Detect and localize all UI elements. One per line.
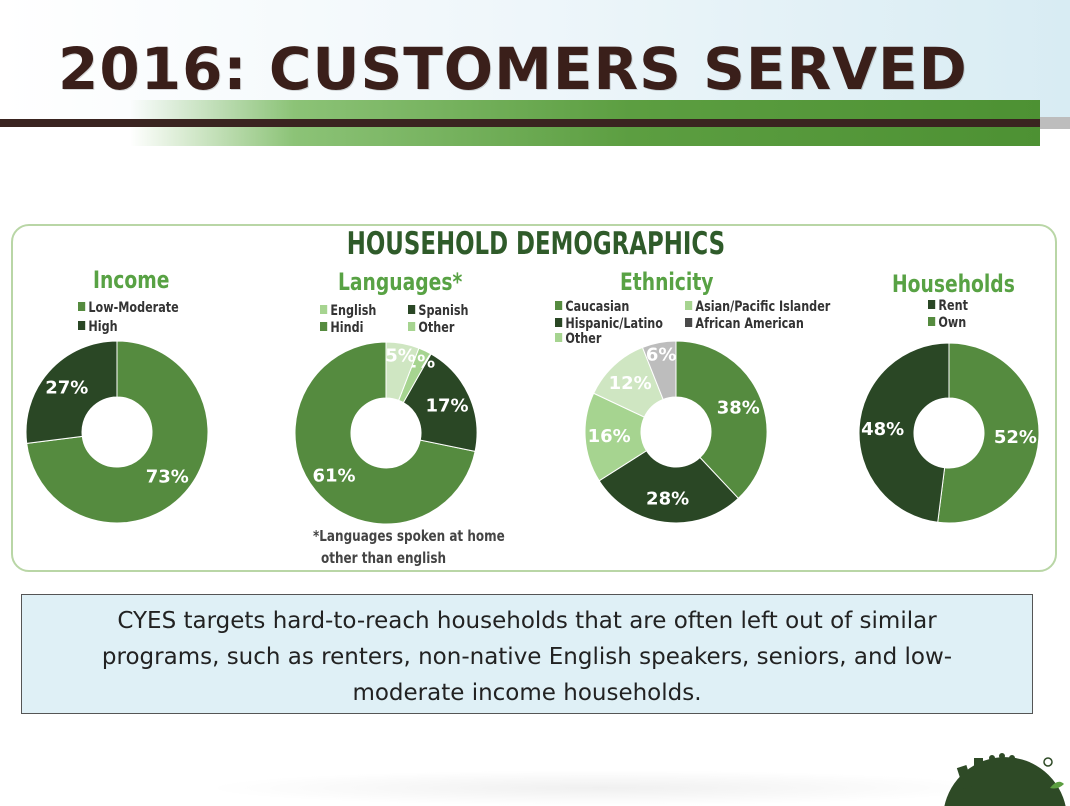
ethnicity-chart-title: Ethnicity (620, 268, 714, 296)
logo-person-icon (989, 755, 995, 761)
slice-label-spanish: 61% (313, 465, 356, 486)
title-rule-gray (1040, 117, 1070, 129)
languages-chart-title: Languages* (338, 268, 463, 296)
legend-swatch (320, 305, 328, 314)
callout-box: CYES targets hard-to-reach households th… (21, 594, 1033, 714)
legend-swatch (320, 322, 328, 331)
legend-label: Other (565, 331, 602, 347)
legend-label: Own (938, 315, 967, 331)
slice-label-own: 52% (994, 427, 1037, 448)
households-chart-title: Households (892, 270, 1015, 298)
callout-text: CYES targets hard-to-reach households th… (101, 608, 953, 706)
legend-swatch (555, 318, 563, 327)
logo-person-icon (999, 753, 1005, 759)
slice-label-asian-pacific-islander: 12% (609, 373, 652, 394)
bottom-shadow (200, 770, 1000, 806)
title-rule-brown (0, 119, 1040, 127)
legend-label: Asian/Pacific Islander (695, 299, 831, 315)
legend-label: Hindi (330, 320, 364, 336)
logo-person-body-icon (1009, 761, 1015, 779)
logo-person-body-icon (989, 761, 995, 779)
languages-legend-spanish: Spanish (408, 303, 469, 319)
slice-label-caucasian: 38% (717, 397, 760, 418)
legend-label: Rent (938, 298, 968, 314)
legend-swatch (78, 302, 86, 311)
legend-swatch (685, 301, 693, 310)
legend-label: English (330, 303, 377, 319)
donut-hole (82, 397, 152, 467)
demographics-title: HOUSEHOLD DEMOGRAPHICS (346, 226, 726, 262)
ethnicity-legend-other: Other (555, 331, 601, 347)
income-legend-high: High (78, 319, 118, 335)
donut-hole (914, 398, 984, 468)
ethnicity-legend-hispanic-latino: Hispanic/Latino (555, 316, 663, 332)
legend-swatch (685, 318, 693, 327)
slice-label-other: 5% (385, 345, 416, 366)
legend-label: Spanish (418, 303, 469, 319)
slice-label-low-moderate: 73% (146, 466, 189, 487)
ethnicity-legend-asian-pacific-islander: Asian/Pacific Islander (685, 299, 830, 315)
slice-label-other: 16% (588, 426, 631, 447)
legend-label: Caucasian (565, 299, 630, 315)
legend-swatch (408, 305, 416, 314)
ethnicity-legend-caucasian: Caucasian (555, 299, 629, 315)
legend-swatch (928, 300, 936, 309)
page-title: 2016: CUSTOMERS SERVED (58, 35, 968, 103)
languages-footnote-line-2: other than english (321, 549, 447, 567)
legend-label: African American (695, 316, 804, 332)
slice-label-high: 27% (45, 378, 88, 399)
slice-label-rent: 48% (861, 419, 904, 440)
legend-label: Other (418, 320, 455, 336)
donut-hole (641, 397, 711, 467)
households-legend-own: Own (928, 315, 966, 331)
legend-swatch (78, 321, 86, 330)
legend-swatch (555, 301, 563, 310)
languages-legend-other: Other (408, 320, 454, 336)
logo-sun-icon (1043, 757, 1053, 767)
legend-label: Low-Moderate (88, 300, 179, 316)
legend-swatch (408, 322, 416, 331)
donut-hole (351, 398, 421, 468)
slice-label-african-american: 6% (646, 344, 677, 365)
city-globe-logo (944, 753, 1066, 806)
logo-person-icon (1009, 755, 1015, 761)
languages-legend-english: English (320, 303, 376, 319)
slice-label-hispanic-latino: 28% (646, 488, 689, 509)
logo-person-body-icon (999, 759, 1005, 779)
legend-label: High (88, 319, 118, 335)
slice-label-hindi: 17% (425, 395, 468, 416)
logo-house-icon (1022, 766, 1042, 778)
ethnicity-legend-african-american: African American (685, 316, 804, 332)
logo-tower-icon (974, 758, 983, 788)
languages-legend-hindi: Hindi (320, 320, 363, 336)
languages-footnote-line-1: *Languages spoken at home (313, 527, 505, 545)
households-legend-rent: Rent (928, 298, 968, 314)
income-chart-title: Income (93, 266, 170, 294)
legend-swatch (555, 333, 563, 342)
logo-building-icon (956, 764, 974, 790)
logo-leaf-icon (1050, 781, 1064, 789)
legend-label: Hispanic/Latino (565, 316, 663, 332)
income-legend-low-moderate: Low-Moderate (78, 300, 179, 316)
legend-swatch (928, 317, 936, 326)
